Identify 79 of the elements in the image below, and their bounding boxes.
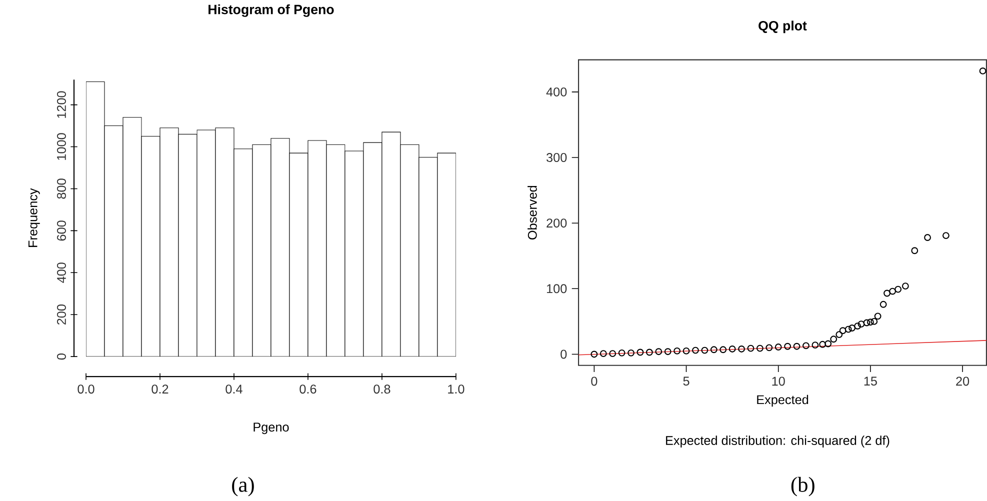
x-tick-label: 0.4 <box>226 384 242 394</box>
y-tick-label: 300 <box>546 153 567 162</box>
point <box>902 282 909 290</box>
point <box>636 348 644 356</box>
point <box>618 350 626 357</box>
point <box>738 346 745 353</box>
point <box>848 324 856 332</box>
point <box>880 301 887 308</box>
x-tick-label: 0.2 <box>152 384 168 394</box>
x-axis-title: Expected <box>757 395 808 407</box>
point <box>664 348 672 356</box>
x-tick-label: 0.8 <box>374 384 390 394</box>
y-tick-label: 1000 <box>56 133 66 160</box>
point <box>674 348 681 355</box>
x-tick-label: 1.0 <box>448 384 464 394</box>
point <box>793 343 800 350</box>
point <box>844 326 852 333</box>
point <box>728 346 736 353</box>
point <box>870 318 878 326</box>
point <box>609 350 616 358</box>
point <box>942 232 950 240</box>
point <box>854 322 862 330</box>
point <box>979 68 986 75</box>
y-tick-label: 800 <box>56 178 66 199</box>
point <box>924 234 932 242</box>
point <box>590 350 598 358</box>
point <box>784 343 792 350</box>
chart-title: Histogram of Pgeno <box>208 4 334 18</box>
y-tick-label: 200 <box>56 304 66 325</box>
point <box>600 350 607 358</box>
text: (a) <box>232 477 254 496</box>
point <box>836 331 843 338</box>
point <box>889 288 896 295</box>
y-axis-title: Frequency <box>28 188 40 248</box>
point <box>824 340 832 348</box>
point <box>863 319 870 326</box>
point <box>819 341 826 348</box>
x-tick-label: 10 <box>772 376 785 386</box>
x-tick-label: 20 <box>956 376 970 386</box>
x-tick-label: 5 <box>683 376 690 386</box>
point <box>692 346 699 354</box>
y-tick-label: 600 <box>56 220 66 241</box>
point <box>747 345 754 352</box>
y-tick-label: 100 <box>546 284 567 294</box>
point <box>830 336 838 343</box>
point <box>646 348 653 356</box>
text: Expected distribution: chi-squared (2 df) <box>666 436 890 448</box>
x-tick-label: 0.6 <box>300 384 316 394</box>
point <box>710 346 718 354</box>
point <box>874 312 882 320</box>
point <box>774 344 782 351</box>
y-tick-label: 0 <box>56 354 66 360</box>
text: (b) <box>791 477 814 496</box>
point <box>802 342 810 350</box>
y-tick-label: 400 <box>546 88 567 97</box>
y-tick-label: 0 <box>560 350 567 359</box>
x-tick-label: 0.0 <box>78 384 94 394</box>
point <box>655 348 662 356</box>
x-tick-label: 0 <box>591 376 598 386</box>
y-tick-label: 400 <box>56 262 66 284</box>
point <box>858 320 865 328</box>
point <box>682 348 690 355</box>
point <box>884 290 890 297</box>
point <box>894 286 902 293</box>
point <box>839 327 846 334</box>
point <box>720 346 727 354</box>
point <box>628 350 634 357</box>
y-axis-title: Observed <box>528 186 537 240</box>
point <box>701 346 708 354</box>
point <box>766 344 773 352</box>
point <box>756 345 764 352</box>
y-tick-label: 200 <box>546 218 567 228</box>
point <box>911 247 918 254</box>
x-tick-label: 15 <box>864 376 877 386</box>
point <box>812 342 819 349</box>
chart-title: QQ plot <box>758 20 807 34</box>
point <box>866 318 874 326</box>
x-axis-title: Pgeno <box>254 422 289 434</box>
y-tick-label: 1200 <box>56 91 66 118</box>
